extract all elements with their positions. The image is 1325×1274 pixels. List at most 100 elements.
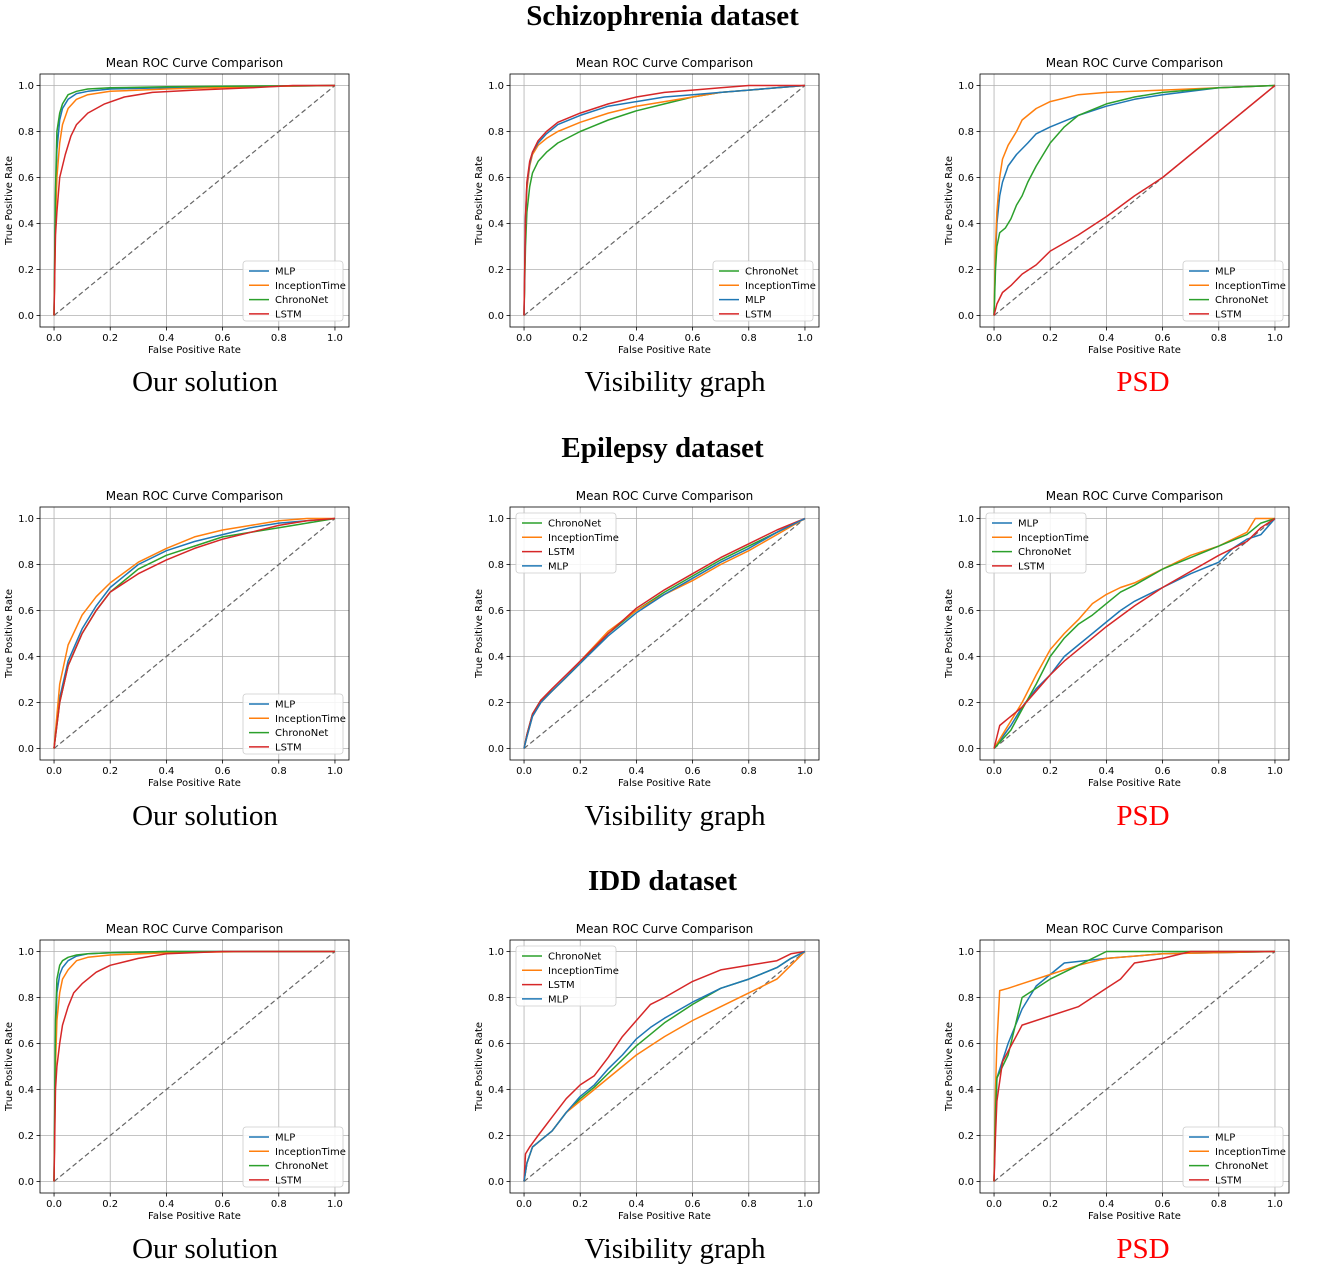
- legend-label-lstm: LSTM: [548, 547, 575, 558]
- x-tick-label: 0.2: [572, 333, 588, 344]
- y-tick-label: 0.2: [958, 1131, 974, 1142]
- plot-frame: [39, 506, 350, 761]
- legend-label-mlp: MLP: [548, 994, 568, 1005]
- y-tick-label: 0.0: [958, 311, 974, 322]
- chart-title: Mean ROC Curve Comparison: [106, 56, 284, 70]
- legend-label-mlp: MLP: [1215, 1133, 1235, 1144]
- y-tick-label: 1.0: [18, 947, 34, 958]
- y-tick-label: 0.8: [488, 560, 504, 571]
- legend-label-inceptiontime: InceptionTime: [1215, 281, 1286, 292]
- y-tick-label: 0.0: [958, 1177, 974, 1188]
- y-tick-label: 0.8: [488, 993, 504, 1004]
- legend-box: [515, 945, 617, 1007]
- x-tick-label: 0.0: [46, 1199, 62, 1210]
- x-tick-label: 0.6: [1155, 766, 1171, 777]
- legend-label-inceptiontime: InceptionTime: [548, 533, 619, 544]
- legend-label-chrononet: ChronoNet: [745, 267, 798, 278]
- legend-label-inceptiontime: InceptionTime: [275, 281, 346, 292]
- series-line-inceptiontime: [993, 84, 1276, 316]
- x-tick-label: 0.0: [986, 766, 1002, 777]
- x-axis-label: False Positive Rate: [1088, 1211, 1181, 1222]
- roc-chart-idd-psd: Mean ROC Curve Comparison 0.0 0.0 0.2 0.2 0.4…: [944, 922, 1290, 1222]
- y-tick-label: 0.2: [958, 265, 974, 276]
- caption-psd: PSD: [1116, 366, 1170, 398]
- y-tick-label: 0.6: [958, 1039, 974, 1050]
- y-tick-label: 0.8: [958, 993, 974, 1004]
- x-axis-label: False Positive Rate: [148, 1211, 241, 1222]
- y-tick-label: 0.4: [488, 1085, 504, 1096]
- y-tick-label: 0.4: [18, 1085, 34, 1096]
- x-tick-label: 0.4: [628, 333, 644, 344]
- y-axis-label: True Positive Rate: [944, 1022, 955, 1112]
- legend-box: [242, 1126, 344, 1188]
- roc-chart-idd-visibility-graph: Mean ROC Curve Comparison 0.0 0.0 0.2 0.2 0.4…: [474, 922, 820, 1222]
- x-tick-label: 0.6: [215, 1199, 231, 1210]
- series-line-lstm: [993, 84, 1276, 316]
- x-tick-label: 0.0: [46, 333, 62, 344]
- x-tick-label: 0.2: [102, 1199, 118, 1210]
- series-line-chrononet: [53, 950, 335, 1182]
- y-tick-label: 0.6: [18, 606, 34, 617]
- y-tick-label: 0.6: [18, 1039, 34, 1050]
- series-line-mlp: [53, 517, 336, 749]
- legend-label-inceptiontime: InceptionTime: [275, 1147, 346, 1158]
- chance-diagonal-line: [53, 951, 336, 1182]
- x-tick-label: 0.8: [1211, 1199, 1227, 1210]
- y-tick-label: 0.4: [488, 652, 504, 663]
- y-tick-label: 0.4: [958, 652, 974, 663]
- x-axis-label: False Positive Rate: [618, 778, 711, 789]
- legend-label-lstm: LSTM: [548, 980, 575, 991]
- chart-title: Mean ROC Curve Comparison: [576, 489, 754, 503]
- x-tick-label: 0.6: [215, 333, 231, 344]
- x-tick-label: 0.2: [102, 766, 118, 777]
- section-title-schizophrenia: Schizophrenia dataset: [526, 0, 799, 32]
- legend-label-mlp: MLP: [548, 561, 568, 572]
- series-line-chrononet: [993, 84, 1276, 316]
- caption-our-solution: Our solution: [132, 1233, 278, 1265]
- x-axis-label: False Positive Rate: [1088, 778, 1181, 789]
- y-axis-label: True Positive Rate: [474, 589, 485, 679]
- x-tick-label: 0.8: [741, 766, 757, 777]
- chance-diagonal-line: [993, 85, 1276, 316]
- legend-box: [242, 693, 344, 755]
- legend-label-chrononet: ChronoNet: [275, 728, 328, 739]
- legend-box: [1182, 260, 1284, 322]
- x-tick-label: 1.0: [1267, 333, 1283, 344]
- x-tick-label: 0.4: [1098, 1199, 1114, 1210]
- y-tick-label: 1.0: [18, 514, 34, 525]
- x-tick-label: 0.6: [685, 766, 701, 777]
- plot-frame: [509, 939, 820, 1194]
- plot-frame: [509, 73, 820, 328]
- caption-psd: PSD: [1116, 1233, 1170, 1265]
- y-tick-label: 0.0: [18, 1177, 34, 1188]
- chance-diagonal-line: [993, 518, 1276, 749]
- legend-label-chrononet: ChronoNet: [548, 952, 601, 963]
- series-line-chrononet: [993, 950, 1275, 1182]
- x-axis-label: False Positive Rate: [148, 778, 241, 789]
- x-tick-label: 0.6: [1155, 333, 1171, 344]
- y-axis-label: True Positive Rate: [474, 156, 485, 246]
- legend-label-inceptiontime: InceptionTime: [275, 714, 346, 725]
- chart-title: Mean ROC Curve Comparison: [1046, 922, 1224, 936]
- roc-chart-schizophrenia-our-solution: Mean ROC Curve Comparison 0.0 0.0 0.2 0.2 0.4…: [4, 56, 350, 356]
- x-tick-label: 0.0: [986, 333, 1002, 344]
- legend-label-chrononet: ChronoNet: [548, 519, 601, 530]
- legend-label-lstm: LSTM: [275, 1175, 302, 1186]
- y-tick-label: 0.4: [18, 652, 34, 663]
- y-tick-label: 0.8: [18, 127, 34, 138]
- y-tick-label: 1.0: [488, 81, 504, 92]
- y-tick-label: 0.4: [958, 219, 974, 230]
- plot-frame: [509, 506, 820, 761]
- y-axis-label: True Positive Rate: [944, 156, 955, 246]
- roc-chart-idd-our-solution: Mean ROC Curve Comparison 0.0 0.0 0.2 0.2 0.4…: [4, 922, 350, 1222]
- legend-label-inceptiontime: InceptionTime: [1018, 533, 1089, 544]
- x-tick-label: 0.0: [986, 1199, 1002, 1210]
- y-tick-label: 1.0: [958, 947, 974, 958]
- plot-frame: [979, 73, 1290, 328]
- legend-label-lstm: LSTM: [745, 309, 772, 320]
- x-tick-label: 1.0: [797, 766, 813, 777]
- x-axis-label: False Positive Rate: [618, 345, 711, 356]
- y-tick-label: 0.6: [18, 173, 34, 184]
- legend-label-mlp: MLP: [275, 700, 295, 711]
- x-tick-label: 0.4: [158, 333, 174, 344]
